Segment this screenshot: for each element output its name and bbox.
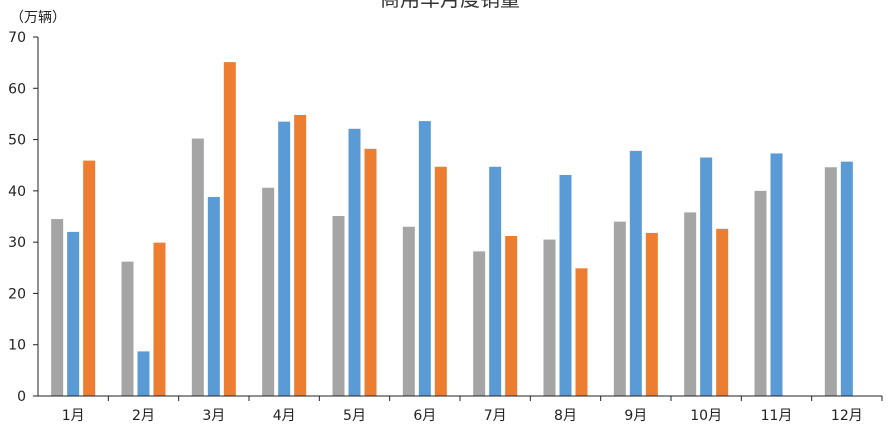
- x-axis-ticks: 1月 2月 3月 4月 5月 6月 7月 8月 9月 10月 11月 12月: [62, 396, 883, 424]
- bar-2月-series-3: [153, 242, 166, 396]
- bar-9月-series-1: [613, 221, 626, 396]
- bar-6月-series-3: [434, 166, 447, 396]
- bar-5月-series-2: [348, 128, 361, 396]
- bars-group: [51, 62, 853, 396]
- y-tick-label: 30: [8, 235, 26, 251]
- y-tick-label: 20: [8, 286, 26, 302]
- x-tick-label: 8月: [554, 408, 577, 424]
- bar-7月-series-2: [489, 166, 502, 396]
- x-tick-label: 3月: [202, 408, 225, 424]
- bar-1月-series-1: [51, 219, 64, 396]
- x-tick-label: 4月: [273, 408, 296, 424]
- bar-8月-series-3: [575, 268, 588, 396]
- y-tick-label: 70: [8, 30, 26, 46]
- x-tick-label: 11月: [761, 408, 793, 424]
- bar-10月-series-2: [700, 157, 713, 396]
- x-tick-label: 10月: [690, 408, 722, 424]
- y-axis-unit-label: （万辆）: [10, 10, 66, 26]
- x-tick-label: 7月: [484, 408, 507, 424]
- bar-8月-series-2: [559, 174, 572, 396]
- bar-4月-series-3: [294, 114, 307, 396]
- bar-12月-series-2: [840, 161, 853, 396]
- bar-3月-series-3: [223, 62, 236, 396]
- bar-1月-series-3: [83, 160, 96, 396]
- y-tick-label: 60: [8, 81, 26, 97]
- x-tick-label: 6月: [413, 408, 436, 424]
- bar-9月-series-3: [645, 232, 658, 396]
- bar-6月-series-2: [418, 121, 431, 396]
- y-axis-ticks: 0 10 20 30 40 50 60 70: [8, 30, 38, 405]
- y-tick-label: 10: [8, 338, 26, 354]
- bar-8月-series-1: [543, 239, 556, 396]
- bar-11月-series-1: [754, 190, 767, 396]
- bar-12月-series-1: [824, 167, 837, 396]
- bar-6月-series-1: [402, 226, 415, 396]
- chart-title: 商用车月度销量: [380, 0, 520, 11]
- x-tick-label: 9月: [624, 408, 647, 424]
- x-tick-label: 1月: [62, 408, 85, 424]
- x-tick-label: 2月: [132, 408, 155, 424]
- x-tick-label: 5月: [343, 408, 366, 424]
- bar-7月-series-3: [505, 235, 518, 396]
- bar-11月-series-2: [770, 153, 783, 396]
- bar-2月-series-1: [121, 261, 134, 396]
- bar-2月-series-2: [137, 351, 150, 396]
- bar-10月-series-1: [684, 212, 697, 396]
- bar-3月-series-2: [207, 197, 220, 396]
- bar-9月-series-2: [629, 150, 642, 396]
- y-tick-label: 0: [17, 389, 26, 405]
- y-tick-label: 40: [8, 184, 26, 200]
- bar-4月-series-2: [278, 121, 291, 396]
- bar-4月-series-1: [262, 187, 275, 396]
- bar-1月-series-2: [67, 231, 80, 396]
- y-tick-label: 50: [8, 133, 26, 149]
- bar-5月-series-3: [364, 148, 377, 396]
- bar-7月-series-1: [473, 251, 486, 396]
- bar-3月-series-1: [191, 138, 204, 396]
- bar-5月-series-1: [332, 215, 345, 396]
- bar-10月-series-3: [716, 228, 729, 396]
- x-tick-label: 12月: [831, 408, 863, 424]
